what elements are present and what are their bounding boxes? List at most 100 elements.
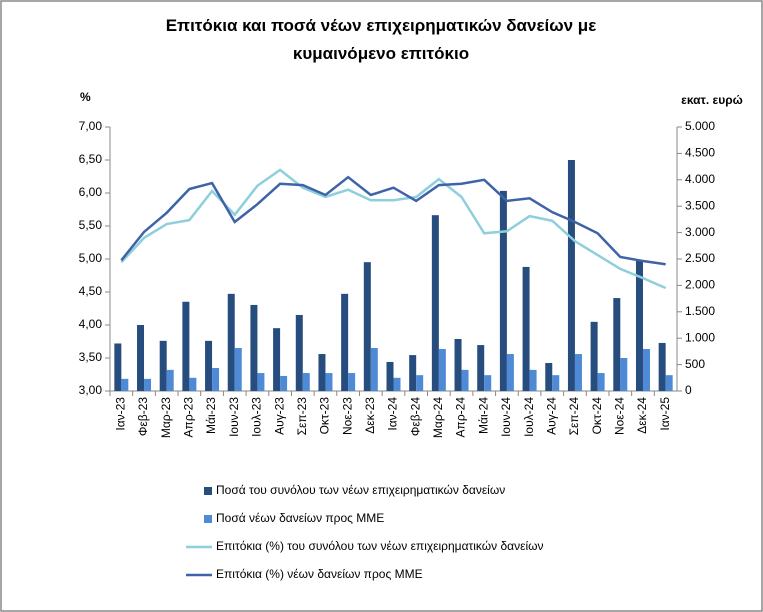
bar — [552, 375, 560, 391]
x-tick-label: Αυγ-24 — [544, 397, 558, 435]
bar — [416, 375, 424, 391]
x-tick-label: Ιαν-25 — [658, 397, 672, 431]
x-tick-label: Οκτ-24 — [590, 397, 604, 435]
x-tick-label: Νοε-23 — [340, 397, 354, 435]
legend-label: Ποσά νέων δανείων προς ΜΜΕ — [216, 511, 384, 525]
x-tick-label: Φεβ-24 — [408, 397, 422, 436]
bar — [348, 373, 356, 391]
y-tick-label: 4,50 — [79, 284, 103, 298]
bar — [567, 160, 575, 391]
legend-label: Επιτόκια (%) του συνόλου των νέων επιχει… — [216, 539, 544, 553]
x-tick-label: Σεπ-24 — [567, 397, 581, 436]
bar — [166, 369, 174, 391]
y2-tick-label: 3.000 — [685, 225, 715, 239]
bar — [114, 343, 122, 391]
bar — [205, 340, 213, 391]
bar — [597, 373, 605, 391]
y-tick-label: 3,00 — [79, 383, 103, 397]
x-tick-label: Ιουλ-23 — [250, 397, 264, 437]
bar — [234, 347, 242, 391]
bar — [409, 355, 417, 391]
x-tick-label: Μάι-23 — [204, 397, 218, 434]
y-tick-label: 5,00 — [79, 251, 103, 265]
y2-tick-label: 4.000 — [685, 172, 715, 186]
bar — [227, 293, 235, 391]
y2-tick-label: 3.500 — [685, 198, 715, 212]
bar — [529, 369, 537, 391]
bar — [182, 301, 190, 391]
x-tick-label: Σεπ-23 — [295, 397, 309, 436]
bar — [280, 375, 288, 391]
x-tick-label: Ιουν-24 — [499, 397, 513, 437]
y-axis-label: % — [80, 90, 91, 104]
bar — [363, 262, 371, 391]
x-tick-label: Αυγ-23 — [272, 397, 286, 435]
bar — [386, 361, 394, 391]
bar — [454, 338, 462, 391]
legend-swatch — [204, 515, 212, 523]
bar — [620, 358, 628, 391]
chart-title: Επιτόκια και ποσά νέων επιχειρηματικών δ… — [165, 16, 597, 63]
x-tick-label: Μαρ-24 — [431, 397, 445, 438]
bar — [302, 373, 310, 391]
bar — [121, 378, 129, 391]
bar — [545, 363, 553, 391]
bar — [461, 369, 469, 391]
y2-tick-label: 2.500 — [685, 251, 715, 265]
x-tick-label: Ιουν-23 — [227, 397, 241, 437]
bar — [522, 266, 530, 391]
bar — [590, 321, 598, 391]
bar — [393, 377, 401, 391]
bar — [144, 378, 152, 391]
bar — [137, 325, 145, 391]
x-tick-label: Δεκ-23 — [363, 397, 377, 434]
bar — [318, 354, 326, 391]
y2-tick-label: 2.000 — [685, 278, 715, 292]
bar — [658, 342, 666, 391]
bar — [642, 349, 650, 391]
x-tick-label: Μαρ-23 — [159, 397, 173, 438]
y-tick-label: 6,00 — [79, 185, 103, 199]
bar — [273, 328, 281, 391]
legend-label: Ποσά του συνόλου των νέων επιχειρηματικώ… — [216, 483, 505, 497]
y-tick-label: 3,50 — [79, 350, 103, 364]
bar — [477, 345, 485, 391]
x-tick-label: Απρ-23 — [182, 397, 196, 438]
bar — [325, 373, 333, 391]
bar — [438, 349, 446, 391]
y2-tick-label: 500 — [685, 357, 705, 371]
bar — [341, 293, 349, 391]
y2-axis-label: εκατ. ευρώ — [681, 93, 743, 107]
y2-tick-label: 4.500 — [685, 146, 715, 160]
y2-tick-label: 1.000 — [685, 330, 715, 344]
bar — [499, 190, 507, 391]
x-tick-label: Νοε-24 — [612, 397, 626, 435]
line — [120, 175, 666, 266]
bar — [665, 375, 673, 391]
line — [120, 168, 667, 290]
bar — [484, 375, 492, 391]
bar — [635, 260, 643, 391]
x-tick-label: Οκτ-23 — [318, 397, 332, 435]
bar — [506, 354, 514, 391]
y-tick-label: 6,50 — [79, 152, 103, 166]
y2-tick-label: 5.000 — [685, 119, 715, 133]
legend-swatch — [204, 487, 212, 495]
x-tick-label: Ιαν-23 — [114, 397, 128, 431]
bar — [212, 368, 220, 391]
x-tick-label: Φεβ-23 — [136, 397, 150, 436]
bar — [613, 298, 621, 391]
bar — [189, 377, 197, 391]
bar — [295, 314, 303, 391]
y-tick-label: 4,00 — [79, 317, 103, 331]
legend-label: Επιτόκια (%) νέων δανείων προς ΜΜΕ — [216, 567, 423, 581]
bar — [370, 347, 378, 391]
bar — [159, 340, 167, 391]
x-tick-label: Μάι-24 — [476, 397, 490, 434]
y2-tick-label: 0 — [685, 383, 692, 397]
x-tick-label: Απρ-24 — [454, 397, 468, 438]
x-tick-label: Ιαν-24 — [386, 397, 400, 431]
